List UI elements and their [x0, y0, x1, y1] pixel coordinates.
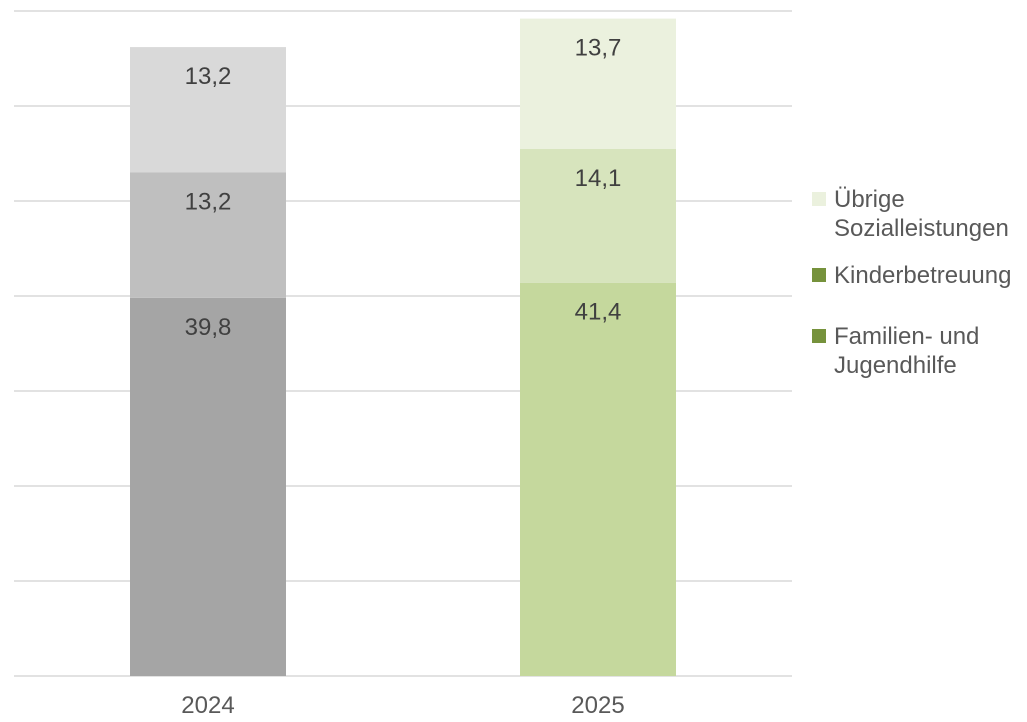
legend-label-line: Übrige [834, 186, 905, 213]
data-label: 14,1 [575, 165, 622, 192]
bar-segment [520, 148, 676, 283]
legend-item-uebrige-sozialleistungen: Übrige Sozialleistungen [812, 185, 1022, 243]
legend-swatch [812, 192, 826, 206]
bar-segment [520, 18, 676, 149]
data-label: 13,2 [185, 189, 232, 216]
legend-item-kinderbetreuung: Kinderbetreuung [812, 261, 1022, 290]
data-labels: 39,8 13,2 13,2 41,4 14,1 13,7 [185, 35, 622, 341]
data-label: 13,2 [185, 63, 232, 90]
x-tick-label: 2024 [181, 692, 234, 719]
bar-segment [130, 297, 286, 676]
x-axis-tick-labels: 2024 2025 [181, 692, 624, 719]
bar-segment [520, 282, 676, 676]
data-label: 41,4 [575, 299, 622, 326]
legend: Übrige Sozialleistungen Kinderbetreuung … [812, 185, 1022, 398]
legend-swatch [812, 268, 826, 282]
data-label: 39,8 [185, 314, 232, 341]
legend-label-line: Kinderbetreuung [834, 262, 1012, 289]
data-label: 13,7 [575, 35, 622, 62]
legend-item-familien-und-jugendhilfe: Familien- und Jugendhilfe [812, 322, 1022, 380]
bar-segment [130, 172, 286, 298]
legend-swatch [812, 329, 826, 343]
legend-label-line: Familien- und [834, 323, 980, 350]
legend-label-line: Jugendhilfe [834, 352, 957, 379]
bars [130, 18, 676, 676]
bar-segment [130, 47, 286, 173]
x-tick-label: 2025 [571, 692, 624, 719]
legend-label-line: Sozialleistungen [834, 215, 1009, 242]
